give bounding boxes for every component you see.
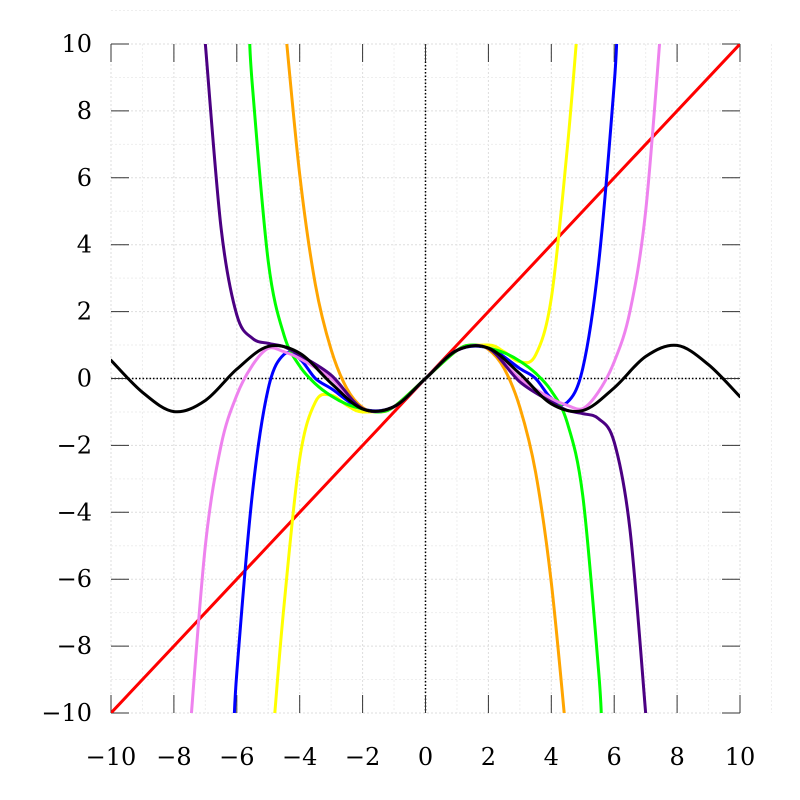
x-tick-label: −6: [219, 743, 254, 771]
y-tick-label: 4: [77, 231, 92, 259]
x-tick-labels: −10 −8 −6 −4 −2 0 2 4 6 8 10: [86, 743, 756, 771]
x-tick-label: 10: [725, 743, 756, 771]
y-tick-label: −2: [57, 431, 92, 459]
y-tick-label: −10: [41, 699, 92, 727]
y-tick-labels: −10 −8 −6 −4 −2 0 2 4 6 8 10: [41, 30, 92, 727]
x-tick-label: 8: [669, 743, 684, 771]
tick-marks: [110, 43, 741, 714]
y-tick-label: 0: [77, 365, 92, 393]
zero-axes: [111, 44, 740, 713]
y-tick-label: −8: [57, 632, 92, 660]
grid-lines: [110, 10, 772, 714]
x-tick-label: −10: [86, 743, 137, 771]
y-tick-label: 10: [61, 30, 92, 58]
series-line-8: [111, 343, 740, 414]
y-tick-label: −4: [57, 498, 92, 526]
y-tick-label: 2: [77, 298, 92, 326]
x-tick-label: 4: [544, 743, 559, 771]
x-tick-label: 6: [607, 743, 622, 771]
y-tick-label: 6: [77, 164, 92, 192]
x-tick-label: −8: [156, 743, 191, 771]
y-tick-label: 8: [77, 97, 92, 125]
x-tick-label: 2: [481, 743, 496, 771]
x-tick-label: 0: [418, 743, 433, 771]
y-tick-label: −6: [57, 565, 92, 593]
series-group: [111, 44, 740, 713]
x-tick-label: −4: [282, 743, 317, 771]
x-tick-label: −2: [345, 743, 380, 771]
